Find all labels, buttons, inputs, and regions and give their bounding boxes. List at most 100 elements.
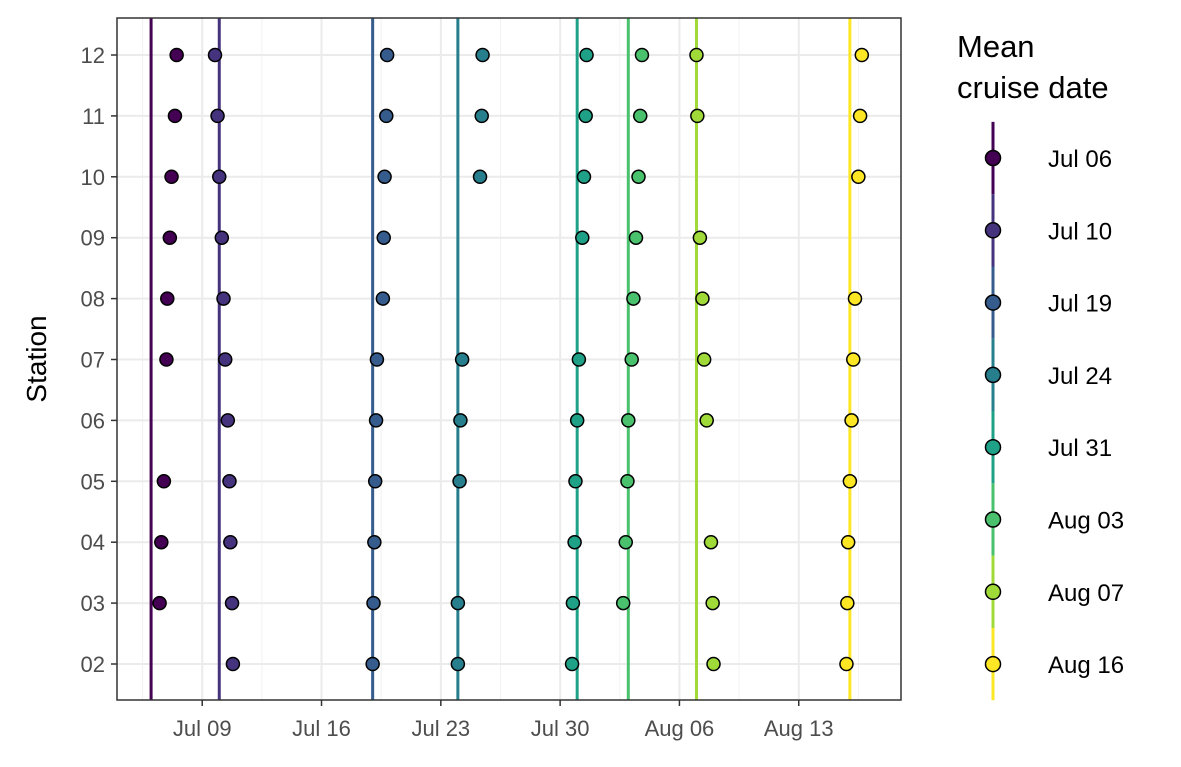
x-tick-label: Jul 16 [292, 716, 351, 741]
points [152, 47, 870, 672]
data-point [615, 595, 631, 611]
y-tick-label: 05 [81, 469, 105, 494]
data-point [216, 291, 231, 306]
data-point [450, 595, 466, 611]
data-point [631, 169, 646, 185]
data-point [634, 47, 650, 63]
data-point [844, 413, 859, 428]
data-point [156, 474, 172, 489]
data-point [167, 108, 183, 124]
data-point [367, 474, 383, 489]
data-point [567, 534, 582, 550]
data-point [565, 595, 581, 611]
legend-key-point [984, 149, 1002, 167]
data-point [368, 413, 384, 428]
data-point [628, 230, 644, 245]
data-point [450, 656, 466, 672]
data-point [212, 169, 227, 185]
legend-title-line-1: Mean [957, 29, 1035, 64]
data-point [568, 474, 583, 489]
data-point [689, 47, 704, 63]
y-axis-title: Station [21, 315, 52, 402]
data-point [366, 595, 381, 611]
data-point [852, 108, 868, 124]
legend-label: Aug 16 [1048, 652, 1124, 679]
x-tick-label: Aug 13 [764, 716, 834, 741]
data-point [474, 108, 489, 124]
data-point [224, 595, 240, 611]
y-axis: 02 03 04 05 06 07 08 09 10 11 12 [81, 43, 117, 677]
data-point [214, 230, 230, 245]
legend-label: Jul 19 [1048, 291, 1112, 318]
x-tick-label: Jul 30 [531, 716, 590, 741]
y-tick-label: 03 [81, 591, 105, 616]
legend-label: Jul 24 [1048, 363, 1112, 390]
data-point [851, 169, 866, 185]
data-point [154, 534, 169, 550]
x-tick-label: Jul 09 [173, 716, 232, 741]
data-point [632, 108, 648, 124]
data-point [621, 413, 636, 428]
data-point [222, 474, 237, 489]
data-point [624, 352, 639, 367]
y-tick-label: 09 [81, 226, 105, 251]
data-point [152, 595, 167, 611]
legend-key-point [984, 511, 1002, 528]
data-point [472, 169, 488, 185]
data-point [579, 47, 594, 63]
x-tick-label: Jul 23 [411, 716, 470, 741]
data-point [377, 169, 392, 185]
legend-key-point [984, 294, 1002, 311]
data-point [854, 47, 870, 63]
data-point [225, 656, 241, 672]
data-point [217, 352, 233, 367]
legend-items: Jul 06 Jul 10 Jul 19 Jul 24 Jul 31 Aug 03 Aug … [984, 121, 1124, 701]
data-point [376, 230, 391, 245]
y-tick-label: 04 [81, 530, 105, 555]
data-point [369, 352, 385, 367]
data-point [840, 595, 855, 611]
data-point [840, 534, 856, 550]
grid-major [117, 18, 901, 700]
data-point [696, 352, 712, 367]
y-tick-label: 08 [81, 287, 105, 312]
data-point [453, 413, 468, 428]
data-point [169, 47, 184, 63]
data-point [626, 291, 641, 306]
data-point [452, 474, 467, 489]
y-tick-label: 11 [82, 104, 105, 129]
data-point [690, 108, 705, 124]
data-point [164, 169, 179, 185]
data-point [576, 169, 592, 185]
data-point [699, 413, 714, 428]
y-tick-label: 06 [81, 408, 105, 433]
legend-key-point [984, 222, 1002, 239]
data-point [692, 230, 708, 245]
data-point [223, 534, 238, 550]
data-point [620, 474, 635, 489]
data-point [706, 656, 721, 672]
data-point [571, 352, 587, 367]
data-point [475, 47, 490, 63]
legend-key-point [984, 583, 1002, 601]
y-tick-label: 10 [81, 165, 105, 190]
legend-title-line-2: cruise date [957, 70, 1109, 105]
x-tick-label: Aug 06 [645, 716, 715, 741]
data-point [220, 413, 236, 428]
legend-label: Jul 10 [1048, 218, 1112, 245]
data-point [564, 656, 580, 672]
legend-label: Jul 31 [1048, 435, 1112, 462]
data-point [839, 656, 854, 672]
data-point [379, 108, 394, 124]
data-point [379, 47, 395, 63]
data-point [847, 291, 863, 306]
data-point [454, 352, 470, 367]
data-point [846, 352, 861, 367]
data-point [159, 352, 174, 367]
data-point [618, 534, 633, 550]
data-point [160, 291, 175, 306]
data-point [207, 47, 223, 63]
data-point [569, 413, 585, 428]
legend-key-point [984, 655, 1002, 673]
